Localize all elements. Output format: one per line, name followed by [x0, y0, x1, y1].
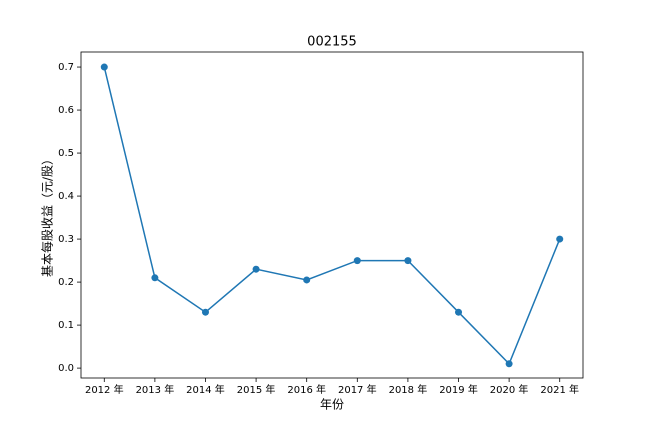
x-tick-label: 2012 年: [85, 383, 124, 396]
data-point: [505, 360, 513, 368]
x-tick-label: 2014 年: [186, 383, 225, 396]
x-axis-label: 年份: [320, 398, 344, 412]
x-tick-label: 2016 年: [287, 383, 326, 396]
x-tick-label: 2021 年: [540, 383, 579, 396]
data-point: [151, 274, 159, 282]
data-point: [252, 265, 260, 273]
x-tick-label: 2018 年: [389, 383, 428, 396]
data-point: [404, 257, 412, 265]
y-axis-label: 基本每股收益（元/股）: [40, 153, 55, 277]
data-point: [353, 257, 361, 265]
x-tick-label: 2020 年: [490, 383, 529, 396]
data-point: [100, 63, 108, 71]
data-point: [455, 308, 463, 316]
y-tick-label: 0.7: [58, 62, 74, 73]
y-tick-label: 0.0: [58, 363, 74, 374]
plot-frame: [80, 51, 584, 379]
x-tick-label: 2017 年: [338, 383, 377, 396]
x-tick-label: 2015 年: [237, 383, 276, 396]
y-tick-label: 0.5: [58, 148, 74, 159]
y-tick-label: 0.2: [58, 277, 74, 288]
x-tick-label: 2019 年: [439, 383, 478, 396]
chart-title: 002155: [307, 35, 357, 50]
data-point: [201, 308, 209, 316]
y-tick-label: 0.1: [58, 320, 74, 331]
y-tick-label: 0.3: [58, 234, 74, 245]
y-tick-label: 0.4: [58, 191, 74, 202]
x-tick-label: 2013 年: [136, 383, 175, 396]
data-point: [303, 276, 311, 284]
data-line: [103, 66, 561, 366]
data-point: [556, 235, 564, 243]
y-tick-label: 0.6: [58, 105, 74, 116]
